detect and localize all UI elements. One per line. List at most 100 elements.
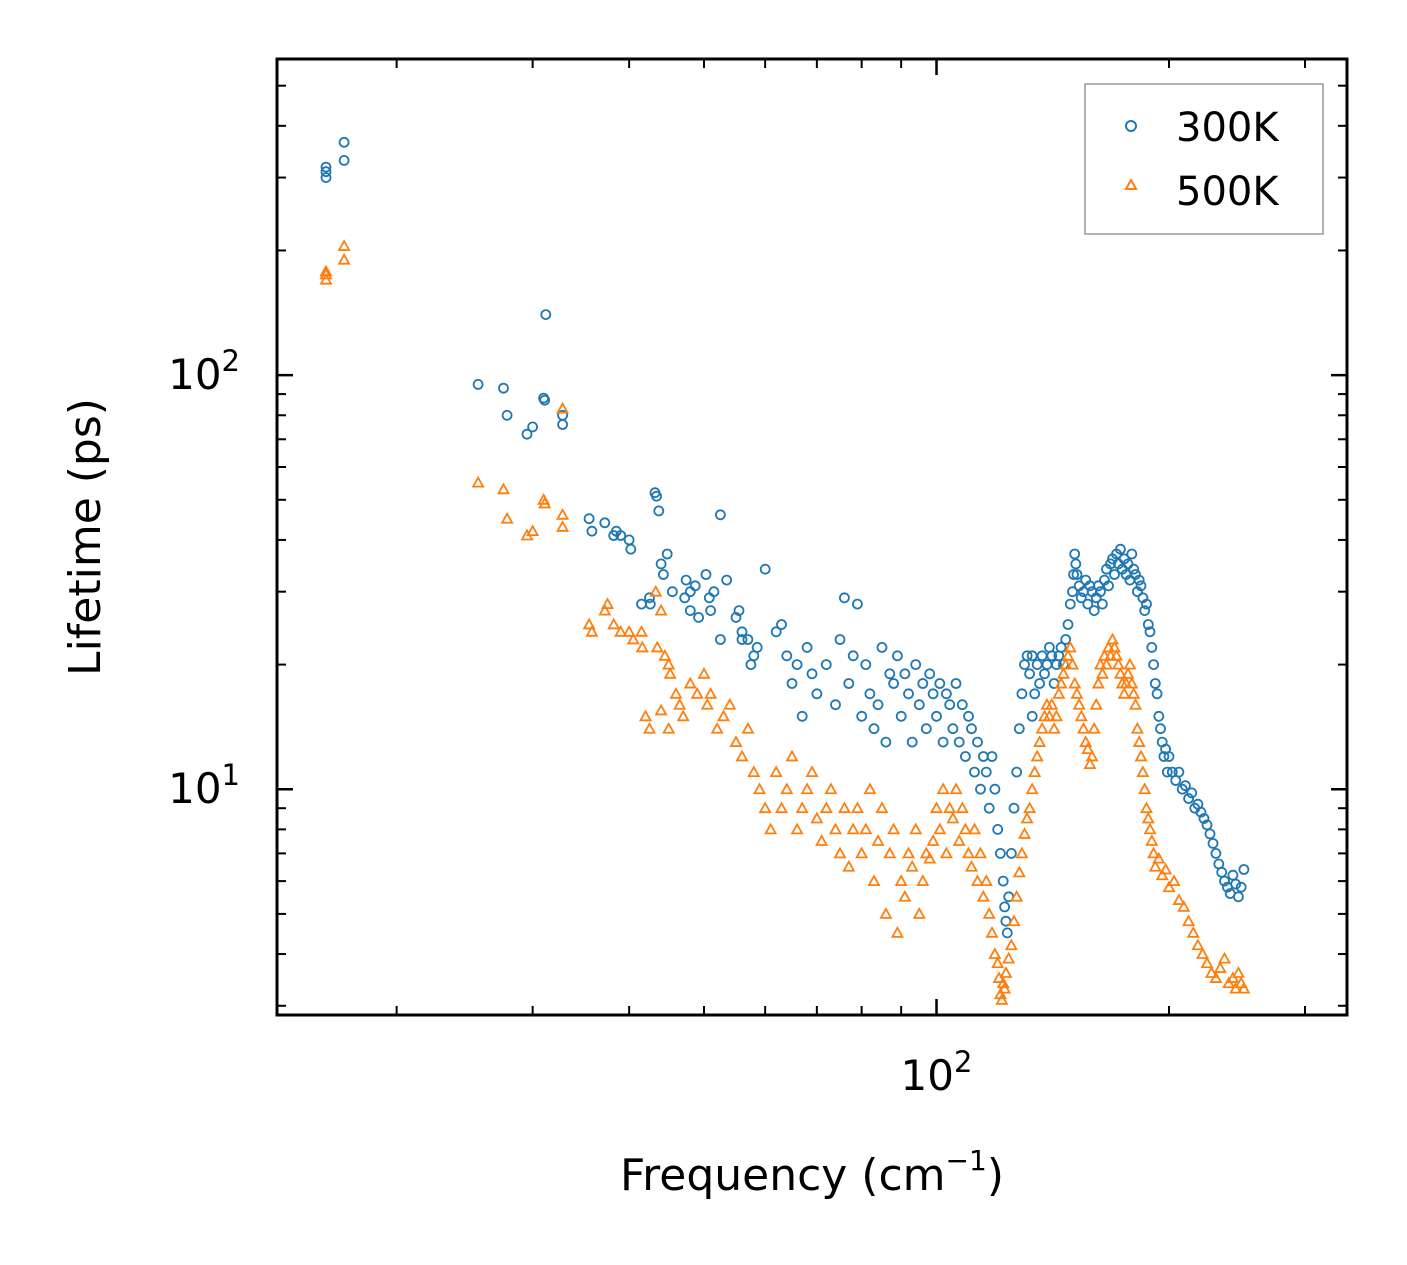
data-point-500K [998, 981, 1012, 994]
data-point-300K [655, 558, 667, 570]
data-point-300K [742, 634, 754, 645]
series-300K [320, 136, 1250, 939]
data-point-500K [1085, 749, 1099, 762]
data-point-300K [796, 710, 808, 722]
data-point-300K [1109, 569, 1120, 580]
data-point-500K [658, 648, 672, 661]
data-point-300K [498, 382, 509, 394]
data-point-500K [319, 272, 333, 285]
data-point-300K [1026, 710, 1038, 722]
data-point-300K [917, 678, 929, 689]
data-point-300K [811, 688, 823, 700]
data-point-500K [1127, 686, 1141, 699]
data-point-300K [1095, 586, 1106, 598]
data-point-500K [704, 686, 718, 699]
data-point-500K [815, 834, 829, 846]
data-point-300K [969, 766, 980, 778]
data-point-300K [320, 172, 332, 184]
data-point-300K [1075, 592, 1087, 604]
data-point-300K [1122, 558, 1134, 570]
data-point-300K [997, 875, 1009, 887]
data-point-500K [850, 801, 864, 814]
data-point-300K [736, 626, 748, 638]
data-point-300K [1135, 580, 1147, 592]
data-point-500K [1063, 640, 1077, 653]
data-point-500K [859, 822, 873, 835]
data-point-300K [1024, 668, 1035, 680]
data-point-300K [956, 699, 968, 711]
data-point-300K [338, 154, 350, 166]
data-point-500K [982, 907, 996, 919]
data-point-300K [1088, 605, 1100, 616]
data-point-500K [1047, 721, 1061, 734]
data-point-300K [801, 642, 813, 653]
data-point-500K [697, 666, 711, 679]
data-point-300K [834, 634, 846, 645]
data-point-500K [887, 822, 901, 835]
data-point-500K [1076, 721, 1091, 734]
data-point-300K [745, 659, 757, 670]
data-point-500K [1097, 648, 1112, 661]
x-axis-label: Frequency (cm−1) [620, 1144, 1004, 1201]
data-point-500K [976, 889, 990, 902]
data-point-500K [638, 709, 653, 722]
data-point-500K [1042, 709, 1056, 722]
data-point-300K [1128, 563, 1140, 575]
data-point-500K [790, 822, 804, 835]
data-point-300K [1011, 766, 1023, 778]
data-point-300K [1126, 548, 1138, 560]
data-point-300K [1105, 558, 1116, 570]
data-point-500K [1093, 657, 1107, 670]
series-500K [319, 239, 1251, 1005]
data-point-300K [615, 530, 627, 541]
data-point-500K [500, 511, 514, 524]
data-point-300K [830, 699, 841, 711]
data-point-300K [972, 736, 983, 748]
data-point-300K [781, 650, 793, 662]
data-point-500K [769, 765, 783, 778]
data-point-300K [708, 586, 720, 598]
data-point-500K [955, 801, 969, 814]
data-point-500K [319, 264, 333, 277]
data-point-500K [919, 846, 933, 859]
data-point-500K [1074, 709, 1088, 722]
data-point-500K [988, 947, 1002, 959]
data-point-300K [625, 543, 637, 555]
data-point-500K [650, 640, 664, 653]
data-point-300K [1064, 598, 1076, 610]
data-point-300K [1029, 688, 1041, 700]
data-point-500K [1148, 859, 1162, 872]
data-point-500K [635, 640, 649, 653]
data-point-500K [747, 765, 761, 778]
major-ticks [277, 59, 1347, 1015]
data-point-300K [1068, 569, 1079, 580]
data-point-300K [1219, 875, 1230, 887]
data-point-500K [1107, 640, 1122, 653]
data-point-500K [1155, 868, 1169, 881]
data-point-500K [929, 801, 944, 814]
data-point-500K [556, 401, 570, 414]
data-point-500K [1020, 811, 1034, 824]
data-point-300K [944, 699, 956, 711]
data-point-300K [651, 490, 662, 502]
data-point-500K [1081, 742, 1095, 755]
data-point-300K [1055, 642, 1067, 653]
data-point-500K [1033, 735, 1047, 747]
data-point-500K [1083, 757, 1097, 770]
data-point-300K [847, 650, 859, 662]
data-point-500K [654, 703, 668, 716]
data-point-300K [995, 848, 1006, 859]
data-point-500K [1068, 676, 1082, 689]
data-point-300K [895, 710, 907, 722]
data-point-300K [910, 659, 922, 670]
data-point-500K [764, 822, 778, 835]
data-point-500K [607, 617, 621, 630]
data-point-300K [1133, 574, 1145, 586]
data-point-300K [770, 626, 782, 638]
data-point-500K [1030, 749, 1044, 762]
data-point-300K [1026, 650, 1038, 662]
y-tick-labels: 101 102 [168, 344, 240, 813]
data-point-300K [730, 612, 742, 623]
data-point-500K [1123, 657, 1137, 670]
data-point-300K [1021, 650, 1033, 662]
